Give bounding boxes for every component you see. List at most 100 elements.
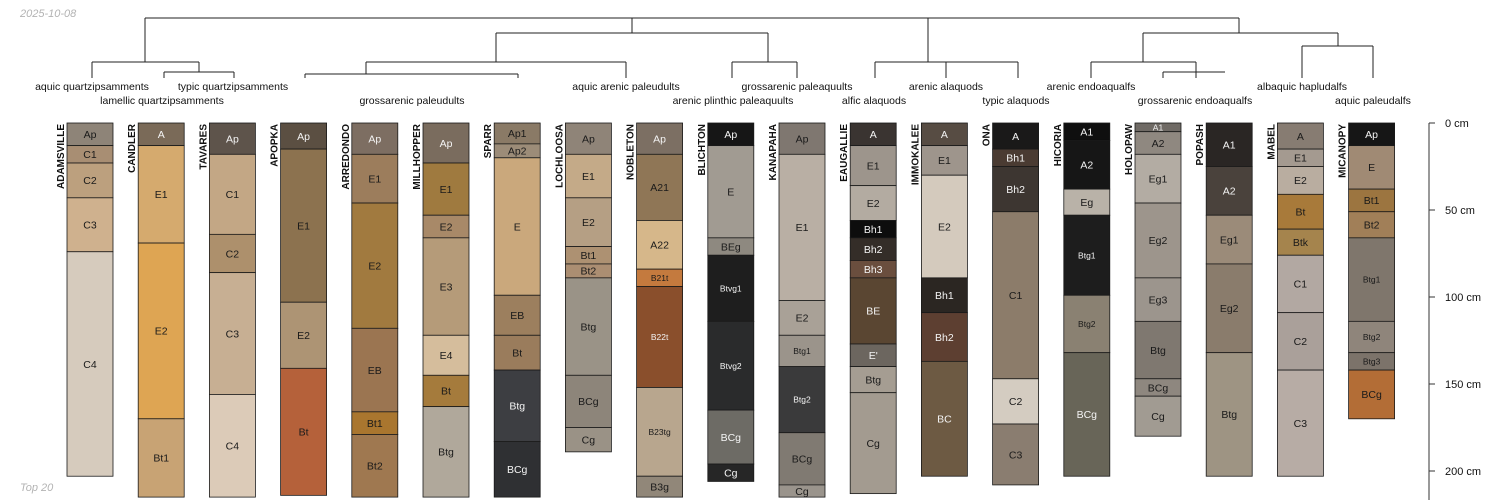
horizon-kanapaha-4 xyxy=(778,366,826,434)
horizon-nobleton-2 xyxy=(636,220,683,270)
horizon-ona-2 xyxy=(992,166,1039,213)
horizon-label: E2 xyxy=(1294,175,1307,187)
horizon-label: Btvg1 xyxy=(720,283,742,293)
horizon-nobleton-1 xyxy=(636,153,683,221)
horizon-label: Bh2 xyxy=(864,244,883,256)
horizon-label: C4 xyxy=(83,359,97,371)
profile-micanopy: Ap E Bt1 Bt2 Btg1 Btg2 Btg3 BCg MICANOPY xyxy=(1338,122,1395,420)
horizon-label: C2 xyxy=(1294,336,1308,348)
horizon-label: Btg xyxy=(865,374,881,386)
profile-name: TAVARES xyxy=(198,124,209,170)
horizon-label: Ap xyxy=(226,133,239,145)
horizon-label: C2 xyxy=(226,248,240,260)
horizon-label: Ap xyxy=(84,129,97,141)
profile-name: KANAPAHA xyxy=(768,124,779,180)
horizon-popash-3 xyxy=(1205,263,1253,354)
horizon-hicoria-3 xyxy=(1063,214,1111,296)
horizon-mabel-2 xyxy=(1277,166,1324,195)
horizon-label: C3 xyxy=(1009,449,1023,461)
horizon-label: E xyxy=(1368,162,1375,174)
horizon-eaugallie-9 xyxy=(849,392,897,495)
horizon-label: BCg xyxy=(792,454,813,466)
soil-profiles: Ap C1 C2 C3 C4 ADAMSVILLE A E1 E2 Bt1 CANDLER Ap C1 C… xyxy=(56,122,1395,498)
horizon-ona-5 xyxy=(992,423,1039,486)
horizon-label: Bt1 xyxy=(581,250,597,262)
horizon-label: B22t xyxy=(651,332,669,342)
taxonomy-labels: aquic quartzipsamments lamellic quartzips… xyxy=(35,81,1411,107)
profile-apopka: Ap E1 E2 Bt APOPKA xyxy=(270,122,328,496)
horizon-label: A xyxy=(870,129,877,141)
horizon-ona-4 xyxy=(992,378,1039,425)
horizon-label: A1 xyxy=(1080,126,1093,138)
footer-label: Top 20 xyxy=(20,482,54,494)
horizon-label: Eg2 xyxy=(1220,303,1239,315)
horizon-label: E xyxy=(727,187,734,199)
horizon-label: A1 xyxy=(1153,122,1164,132)
horizon-holopaw-3 xyxy=(1134,202,1182,279)
profile-holopaw: A1 A2 Eg1 Eg2 Eg3 Btg BCg Cg HOLOPAW xyxy=(1124,122,1182,437)
horizon-label: A xyxy=(158,129,165,141)
profile-arredondo: Ap E1 E2 EB Bt1 Bt2 ARREDONDO xyxy=(341,122,399,498)
horizon-label: E2 xyxy=(582,217,595,229)
horizon-label: C2 xyxy=(1009,396,1023,408)
profile-name: POPASH xyxy=(1195,124,1206,166)
horizon-kanapaha-3 xyxy=(778,334,826,367)
horizon-holopaw-5 xyxy=(1134,320,1182,380)
horizon-lochloosa-7 xyxy=(565,427,612,453)
taxon-label-aquic-arenic-paleudults: aquic arenic paleudults xyxy=(572,81,679,93)
horizon-immokalee-1 xyxy=(921,145,968,176)
horizon-label: A xyxy=(941,129,948,141)
profile-tavares: Ap C1 C2 C3 C4 TAVARES xyxy=(198,122,256,498)
horizon-arredondo-1 xyxy=(351,153,399,204)
horizon-micanopy-7 xyxy=(1348,369,1395,420)
horizon-label: Bh3 xyxy=(864,264,883,276)
horizon-label: E xyxy=(514,221,521,233)
horizon-popash-4 xyxy=(1205,352,1253,477)
horizon-millhopper-1 xyxy=(422,162,470,216)
horizon-apopka-3 xyxy=(280,367,328,496)
horizon-label: Cg xyxy=(582,434,596,446)
horizon-label: Bt1 xyxy=(1364,195,1380,207)
profile-lochloosa: Ap E1 E2 Bt1 Bt2 Btg BCg Cg LOCHLOOSA xyxy=(554,122,612,453)
horizon-label: BCg xyxy=(578,396,599,408)
horizon-label: E' xyxy=(869,350,878,362)
horizon-kanapaha-1 xyxy=(778,153,826,301)
horizon-kanapaha-2 xyxy=(778,300,826,336)
horizon-label: E2 xyxy=(440,221,453,233)
horizon-label: A xyxy=(1012,131,1019,143)
horizon-label: E2 xyxy=(938,221,951,233)
horizon-holopaw-2 xyxy=(1134,153,1182,204)
horizon-label: Ap2 xyxy=(508,146,527,158)
horizon-label: BCg xyxy=(507,464,528,476)
horizon-label: Btg2 xyxy=(793,395,811,405)
horizon-label: BCg xyxy=(1361,389,1382,401)
horizon-label: Bh2 xyxy=(935,332,954,344)
horizon-label: Eg3 xyxy=(1149,294,1168,306)
horizon-sparr-3 xyxy=(493,294,541,336)
profile-sparr: Ap1 Ap2 E EB Bt Btg BCg SPARR xyxy=(483,122,541,498)
profile-name: ONA xyxy=(982,124,993,146)
horizon-apopka-1 xyxy=(280,148,328,303)
horizon-label: Cg xyxy=(866,438,880,450)
horizon-label: Bt xyxy=(441,386,451,398)
horizon-candler-3 xyxy=(137,418,185,498)
taxon-label-arenic-plinthic-paleaquults: arenic plinthic paleaquults xyxy=(673,95,794,107)
profile-name: NOBLETON xyxy=(626,124,637,180)
horizon-label: Ap xyxy=(724,129,737,141)
horizon-lochloosa-2 xyxy=(565,197,612,247)
depth-tick-label: 100 cm xyxy=(1445,292,1481,304)
profile-popash: A1 A2 Eg1 Eg2 Btg POPASH xyxy=(1195,122,1253,477)
profile-kanapaha: Ap E1 E2 Btg1 Btg2 BCg Cg KANAPAHA xyxy=(768,122,826,498)
depth-tick-label: 200 cm xyxy=(1445,466,1481,478)
horizon-label: Btg1 xyxy=(1363,275,1381,285)
horizon-label: Bh2 xyxy=(1006,184,1025,196)
horizon-label: Btg xyxy=(509,401,525,413)
taxon-label-arenic-endoaqualfs: arenic endoaqualfs xyxy=(1047,81,1136,93)
horizon-label: A xyxy=(1297,131,1304,143)
profile-name: MABEL xyxy=(1266,124,1277,160)
horizon-tavares-0 xyxy=(208,122,256,155)
taxon-label-aquic-quartzipsamments: aquic quartzipsamments xyxy=(35,81,149,93)
horizon-label: E2 xyxy=(796,313,809,325)
horizon-popash-0 xyxy=(1205,122,1253,167)
